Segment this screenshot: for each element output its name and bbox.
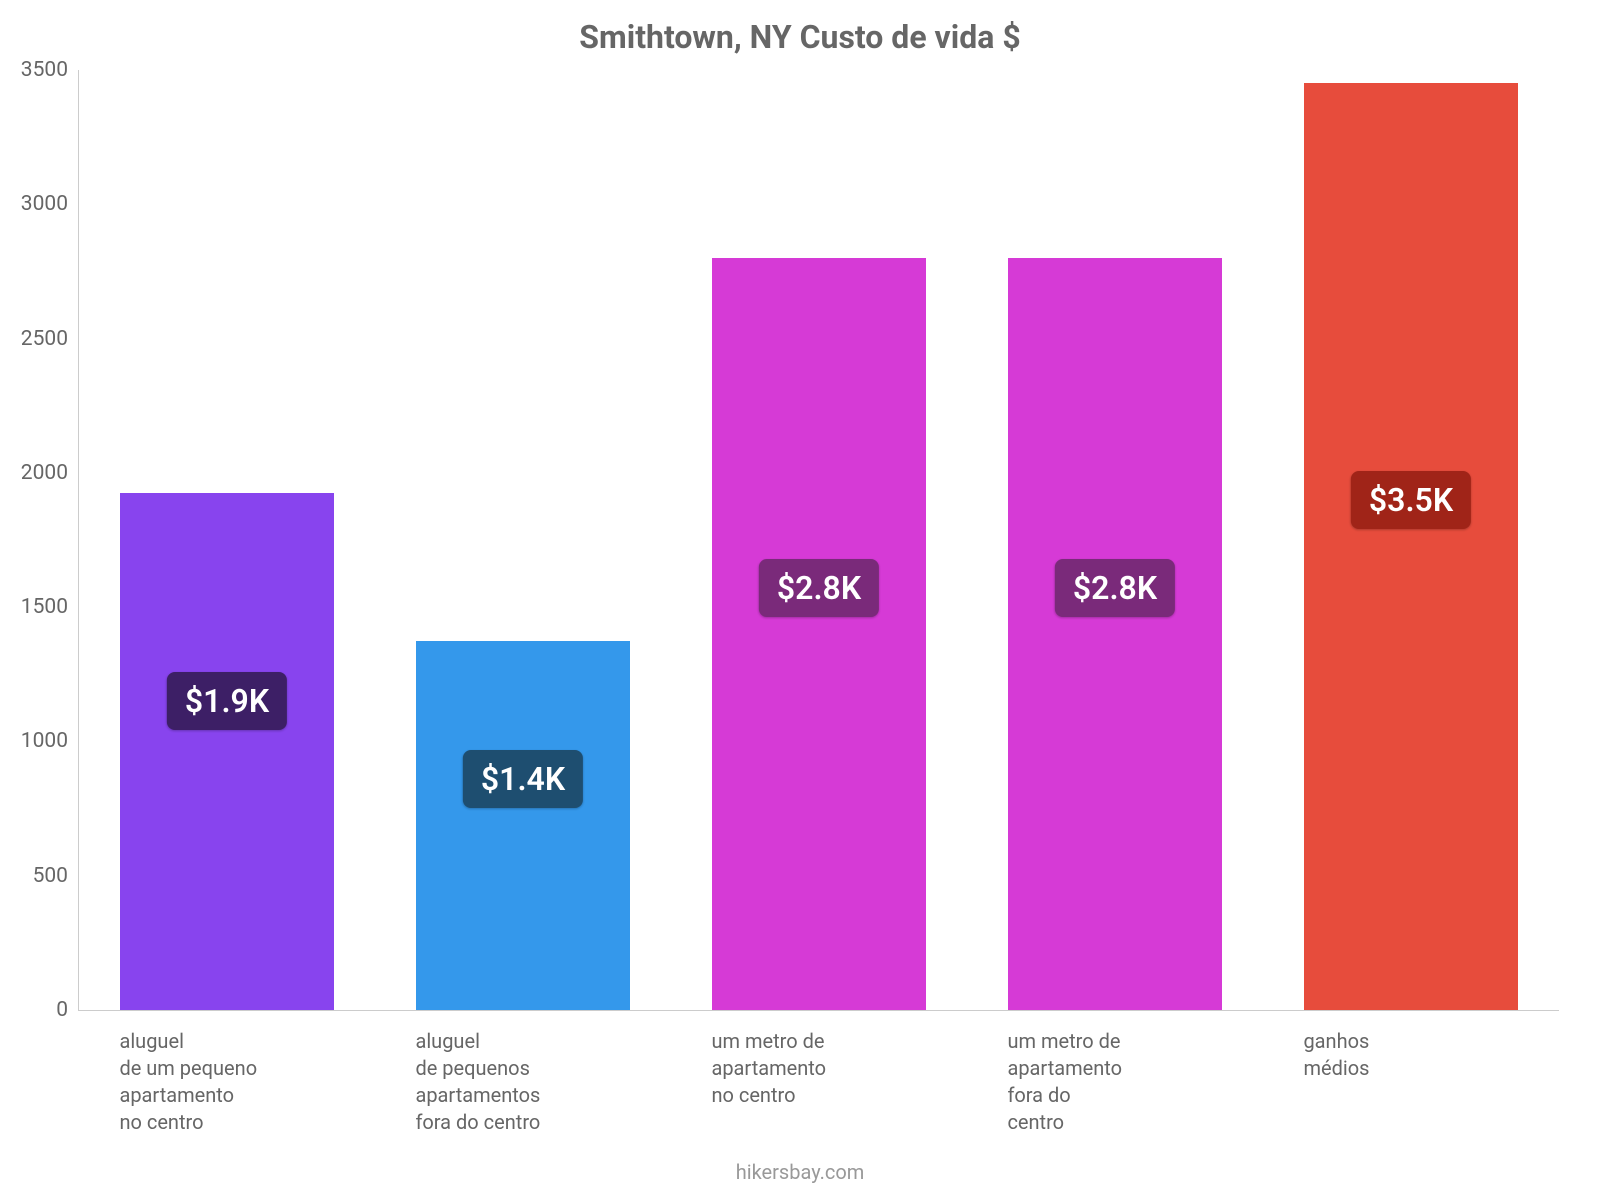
y-tick-label: 3000: [8, 192, 68, 216]
y-tick-label: 1000: [8, 729, 68, 753]
y-tick-label: 1500: [8, 595, 68, 619]
credit-label: hikersbay.com: [0, 1160, 1600, 1184]
bar: [712, 258, 925, 1010]
value-badge: $2.8K: [1055, 559, 1175, 617]
chart-container: Smithtown, NY Custo de vida $ $1.9K $1.4K…: [0, 0, 1600, 1200]
plot-area: $1.9K $1.4K $2.8K $2.8K $3.5K: [78, 70, 1559, 1011]
x-axis-label: aluguel de pequenos apartamentos fora do…: [415, 1028, 628, 1136]
bar: [1304, 83, 1517, 1010]
x-axis-label: aluguel de um pequeno apartamento no cen…: [119, 1028, 332, 1136]
bar: [1008, 258, 1221, 1010]
value-badge: $1.9K: [167, 672, 287, 730]
x-axis-label: um metro de apartamento fora do centro: [1007, 1028, 1220, 1136]
bar: [416, 641, 629, 1010]
x-axis-label: ganhos médios: [1303, 1028, 1516, 1082]
value-badge: $3.5K: [1351, 471, 1471, 529]
x-axis-label: um metro de apartamento no centro: [711, 1028, 924, 1109]
y-tick-label: 0: [8, 998, 68, 1022]
y-tick-label: 2000: [8, 461, 68, 485]
value-badge: $1.4K: [463, 750, 583, 808]
bar: [120, 493, 333, 1010]
chart-title: Smithtown, NY Custo de vida $: [0, 18, 1600, 56]
y-tick-label: 2500: [8, 327, 68, 351]
y-tick-label: 3500: [8, 58, 68, 82]
y-tick-label: 500: [8, 864, 68, 888]
value-badge: $2.8K: [759, 559, 879, 617]
